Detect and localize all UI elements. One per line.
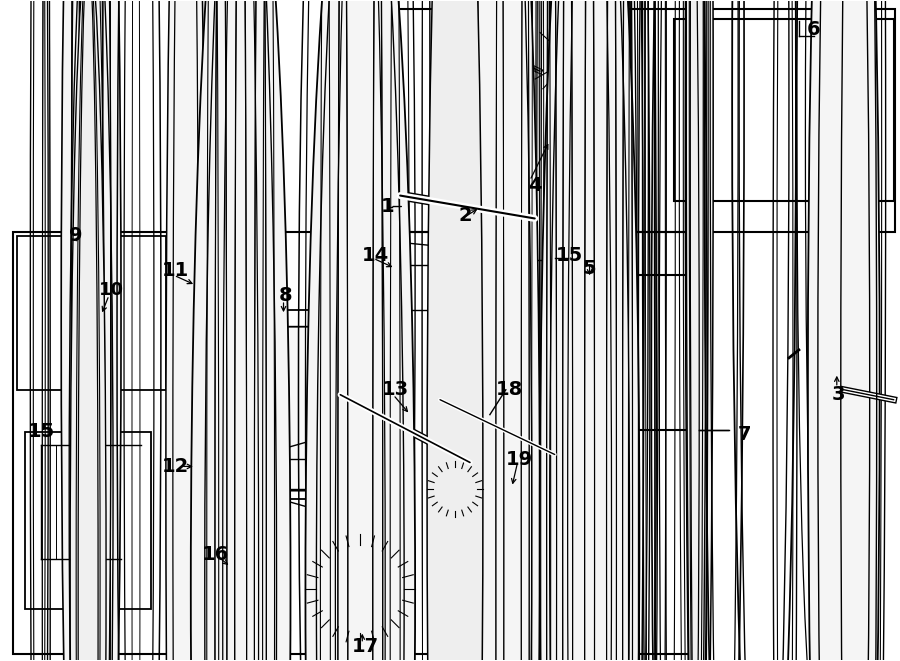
Text: 3: 3 [832, 385, 845, 405]
Ellipse shape [460, 0, 540, 661]
Ellipse shape [540, 0, 639, 661]
Ellipse shape [483, 0, 503, 661]
Bar [184, 310, 380, 499]
Text: 7: 7 [737, 425, 751, 444]
Ellipse shape [70, 0, 106, 661]
Text: 4: 4 [528, 176, 542, 195]
Text: 15: 15 [28, 422, 55, 441]
Bar [363, 265, 432, 310]
Ellipse shape [808, 0, 879, 661]
Text: 1: 1 [381, 197, 394, 216]
Text: 2: 2 [458, 206, 472, 225]
Text: 14: 14 [362, 246, 389, 265]
Ellipse shape [428, 0, 483, 661]
Text: 11: 11 [162, 260, 190, 280]
Bar [527, 275, 699, 430]
Text: 17: 17 [352, 637, 379, 656]
Text: 19: 19 [506, 450, 534, 469]
FancyBboxPatch shape [192, 327, 374, 490]
Text: 12: 12 [162, 457, 190, 476]
Text: 6: 6 [807, 20, 821, 39]
Text: 5: 5 [583, 258, 597, 278]
Ellipse shape [166, 0, 206, 661]
Bar [391, 9, 895, 233]
Text: 10: 10 [98, 281, 123, 299]
Bar [437, 241, 554, 370]
Bar [674, 19, 894, 200]
Ellipse shape [183, 0, 219, 661]
Ellipse shape [685, 0, 713, 661]
Bar [25, 432, 151, 609]
Bar [465, 375, 550, 489]
Text: 13: 13 [382, 380, 409, 399]
Ellipse shape [305, 0, 415, 661]
Bar [17, 237, 166, 390]
Text: 8: 8 [279, 286, 292, 305]
Ellipse shape [196, 0, 275, 661]
Text: 9: 9 [69, 226, 83, 245]
Text: 18: 18 [496, 380, 524, 399]
Bar [14, 233, 699, 654]
Ellipse shape [61, 0, 121, 661]
Ellipse shape [180, 0, 211, 661]
Ellipse shape [525, 0, 615, 661]
Text: 15: 15 [556, 246, 583, 265]
Text: 16: 16 [202, 545, 230, 564]
Ellipse shape [191, 0, 291, 661]
